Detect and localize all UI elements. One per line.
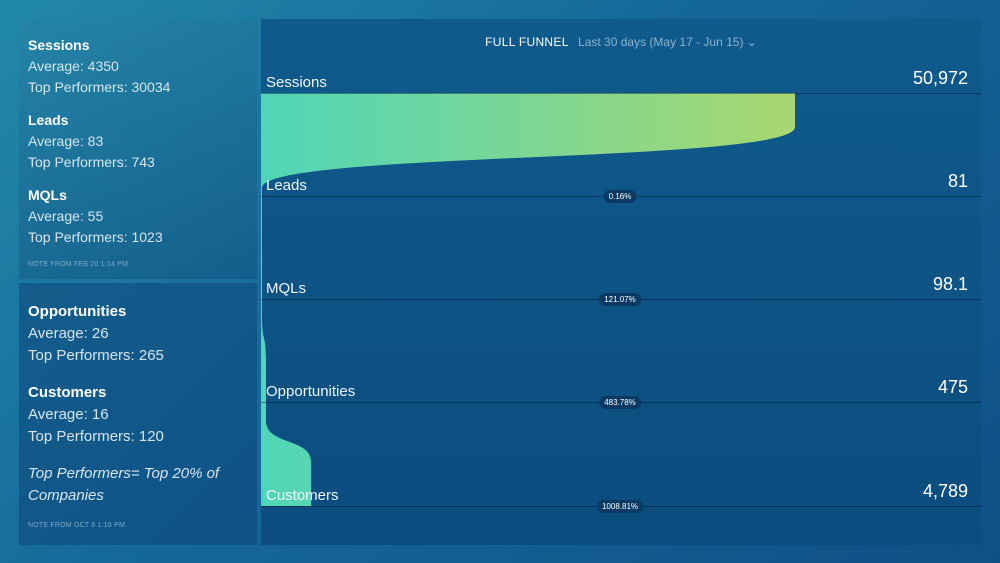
conversion-rate-badge: 0.16% [603,190,637,203]
note-timestamp: NOTE FROM OCT 6 1:16 PM [28,522,126,529]
chevron-down-icon: ⌄ [746,35,757,49]
note-timestamp: NOTE FROM FEB 20 1:14 PM [28,261,129,268]
metric-leads: Leads Average: 83 Top Performers: 743 [28,112,155,170]
metric-title: Leads [28,112,69,128]
stage-label-sessions: Sessions [266,74,327,91]
funnel-chart [261,93,795,506]
date-range-label: Last 30 days (May 17 - Jun 15) [578,35,744,49]
metric-top-performers: Top Performers: 743 [28,154,155,170]
metric-title: MQLs [28,187,67,203]
stage-label-mqls: MQLs [266,280,307,297]
metric-title: Opportunities [28,303,127,320]
stage-label-customers: Customers [266,487,339,504]
metric-average: Average: 16 [28,406,109,423]
notes-panel-top-metrics: Sessions Average: 4350 Top Performers: 3… [19,19,257,279]
stage-label-opportunities: Opportunities [266,383,356,400]
stage-value-sessions: 50,972 [912,68,968,88]
metric-mqls: MQLs Average: 55 Top Performers: 1023 [28,187,163,245]
top-performers-footnote: Top Performers= Top 20% of Companies [28,465,220,504]
date-range-dropdown[interactable]: Last 30 days (May 17 - Jun 15) ⌄ [578,35,757,49]
stage-label-leads: Leads [266,177,307,194]
metric-top-performers: Top Performers: 1023 [28,229,163,245]
metric-top-performers: Top Performers: 120 [28,428,164,445]
stage-divider [261,93,981,94]
funnel-title: FULL FUNNEL [485,35,569,49]
metric-average: Average: 83 [28,133,104,149]
stage-value-mqls: 98.1 [932,274,968,294]
metric-customers: Customers Average: 16 Top Performers: 12… [28,384,164,445]
metric-title: Sessions [28,37,90,53]
stage-value-customers: 4,789 [922,481,968,501]
metric-average: Average: 26 [28,325,109,342]
conversion-rate-badge: 1008.81% [596,500,644,513]
metric-average: Average: 4350 [28,58,119,74]
notes-panel-bottom-metrics: Opportunities Average: 26 Top Performers… [19,283,257,545]
funnel-widget: FULL FUNNEL Last 30 days (May 17 - Jun 1… [261,19,981,545]
stage-value-leads: 81 [947,171,968,191]
funnel-header: FULL FUNNEL Last 30 days (May 17 - Jun 1… [261,35,981,49]
metric-title: Customers [28,384,107,401]
stage-value-opportunities: 475 [937,377,968,397]
metric-sessions: Sessions Average: 4350 Top Performers: 3… [28,37,170,95]
conversion-rate-badge: 121.07% [599,293,641,306]
conversion-rate-badge: 483.78% [599,396,641,409]
metric-opportunities: Opportunities Average: 26 Top Performers… [28,303,164,364]
metric-top-performers: Top Performers: 265 [28,347,164,364]
metric-average: Average: 55 [28,208,104,224]
metric-top-performers: Top Performers: 30034 [28,79,171,95]
funnel-shape [261,93,795,506]
